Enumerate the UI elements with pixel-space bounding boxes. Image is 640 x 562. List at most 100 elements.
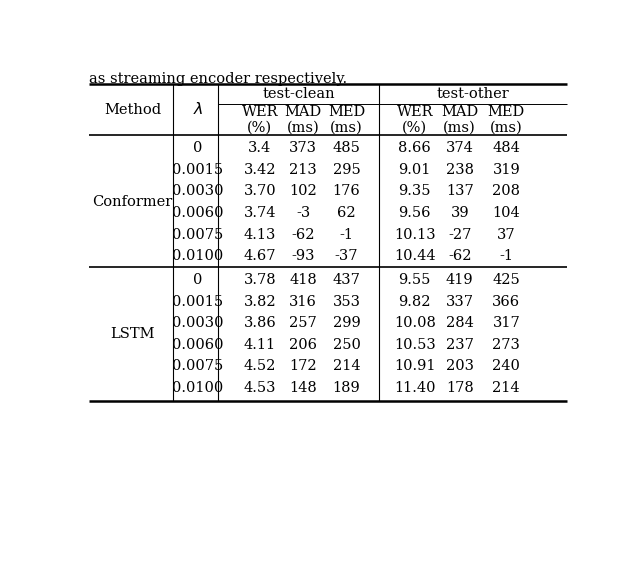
Text: 0: 0 xyxy=(193,141,202,155)
Text: 485: 485 xyxy=(333,141,360,155)
Text: WER: WER xyxy=(397,105,433,119)
Text: 419: 419 xyxy=(446,273,474,287)
Text: (%): (%) xyxy=(247,120,273,134)
Text: 437: 437 xyxy=(333,273,360,287)
Text: 316: 316 xyxy=(289,294,317,309)
Text: 0.0100: 0.0100 xyxy=(172,381,223,395)
Text: 299: 299 xyxy=(333,316,360,330)
Text: (ms): (ms) xyxy=(330,120,363,134)
Text: Conformer: Conformer xyxy=(93,195,173,209)
Text: 374: 374 xyxy=(446,141,474,155)
Text: 257: 257 xyxy=(289,316,317,330)
Text: -1: -1 xyxy=(340,228,354,242)
Text: 206: 206 xyxy=(289,338,317,352)
Text: MAD: MAD xyxy=(285,105,322,119)
Text: 353: 353 xyxy=(333,294,360,309)
Text: -62: -62 xyxy=(448,249,472,263)
Text: 3.42: 3.42 xyxy=(244,163,276,177)
Text: 0.0060: 0.0060 xyxy=(172,338,223,352)
Text: 425: 425 xyxy=(492,273,520,287)
Text: 0.0015: 0.0015 xyxy=(172,294,223,309)
Text: 366: 366 xyxy=(492,294,520,309)
Text: 4.11: 4.11 xyxy=(244,338,276,352)
Text: 203: 203 xyxy=(445,359,474,373)
Text: 8.66: 8.66 xyxy=(399,141,431,155)
Text: 3.4: 3.4 xyxy=(248,141,271,155)
Text: -27: -27 xyxy=(448,228,472,242)
Text: 37: 37 xyxy=(497,228,516,242)
Text: Method: Method xyxy=(104,103,161,117)
Text: 238: 238 xyxy=(445,163,474,177)
Text: 0.0060: 0.0060 xyxy=(172,206,223,220)
Text: -62: -62 xyxy=(291,228,315,242)
Text: 0.0030: 0.0030 xyxy=(172,184,223,198)
Text: 4.67: 4.67 xyxy=(244,249,276,263)
Text: 3.82: 3.82 xyxy=(243,294,276,309)
Text: 240: 240 xyxy=(492,359,520,373)
Text: -1: -1 xyxy=(499,249,513,263)
Text: 189: 189 xyxy=(333,381,360,395)
Text: 317: 317 xyxy=(492,316,520,330)
Text: 39: 39 xyxy=(451,206,469,220)
Text: 484: 484 xyxy=(492,141,520,155)
Text: 9.35: 9.35 xyxy=(399,184,431,198)
Text: 148: 148 xyxy=(289,381,317,395)
Text: LSTM: LSTM xyxy=(111,327,155,341)
Text: 9.01: 9.01 xyxy=(399,163,431,177)
Text: 62: 62 xyxy=(337,206,356,220)
Text: 337: 337 xyxy=(445,294,474,309)
Text: 137: 137 xyxy=(446,184,474,198)
Text: 213: 213 xyxy=(289,163,317,177)
Text: 3.70: 3.70 xyxy=(243,184,276,198)
Text: 214: 214 xyxy=(492,381,520,395)
Text: 295: 295 xyxy=(333,163,360,177)
Text: 4.13: 4.13 xyxy=(244,228,276,242)
Text: -93: -93 xyxy=(291,249,315,263)
Text: 237: 237 xyxy=(446,338,474,352)
Text: $\lambda$: $\lambda$ xyxy=(193,101,203,118)
Text: 284: 284 xyxy=(446,316,474,330)
Text: (ms): (ms) xyxy=(490,120,523,134)
Text: test-clean: test-clean xyxy=(262,87,335,101)
Text: 208: 208 xyxy=(492,184,520,198)
Text: 3.74: 3.74 xyxy=(244,206,276,220)
Text: 0.0075: 0.0075 xyxy=(172,228,223,242)
Text: 373: 373 xyxy=(289,141,317,155)
Text: 214: 214 xyxy=(333,359,360,373)
Text: 3.86: 3.86 xyxy=(243,316,276,330)
Text: 0.0075: 0.0075 xyxy=(172,359,223,373)
Text: 250: 250 xyxy=(333,338,360,352)
Text: 10.08: 10.08 xyxy=(394,316,436,330)
Text: 0.0015: 0.0015 xyxy=(172,163,223,177)
Text: 3.78: 3.78 xyxy=(243,273,276,287)
Text: 4.53: 4.53 xyxy=(244,381,276,395)
Text: as streaming encoder respectively.: as streaming encoder respectively. xyxy=(90,72,348,86)
Text: 9.55: 9.55 xyxy=(399,273,431,287)
Text: (ms): (ms) xyxy=(287,120,319,134)
Text: 10.53: 10.53 xyxy=(394,338,436,352)
Text: 10.13: 10.13 xyxy=(394,228,436,242)
Text: 10.44: 10.44 xyxy=(394,249,436,263)
Text: MED: MED xyxy=(328,105,365,119)
Text: 418: 418 xyxy=(289,273,317,287)
Text: (ms): (ms) xyxy=(444,120,476,134)
Text: WER: WER xyxy=(241,105,278,119)
Text: 102: 102 xyxy=(289,184,317,198)
Text: 0.0100: 0.0100 xyxy=(172,249,223,263)
Text: 178: 178 xyxy=(446,381,474,395)
Text: 172: 172 xyxy=(289,359,317,373)
Text: -3: -3 xyxy=(296,206,310,220)
Text: 9.82: 9.82 xyxy=(399,294,431,309)
Text: 104: 104 xyxy=(492,206,520,220)
Text: 9.56: 9.56 xyxy=(399,206,431,220)
Text: 4.52: 4.52 xyxy=(244,359,276,373)
Text: (%): (%) xyxy=(402,120,428,134)
Text: MAD: MAD xyxy=(441,105,478,119)
Text: test-other: test-other xyxy=(436,87,509,101)
Text: 319: 319 xyxy=(492,163,520,177)
Text: 176: 176 xyxy=(333,184,360,198)
Text: -37: -37 xyxy=(335,249,358,263)
Text: 0: 0 xyxy=(193,273,202,287)
Text: 0.0030: 0.0030 xyxy=(172,316,223,330)
Text: 11.40: 11.40 xyxy=(394,381,436,395)
